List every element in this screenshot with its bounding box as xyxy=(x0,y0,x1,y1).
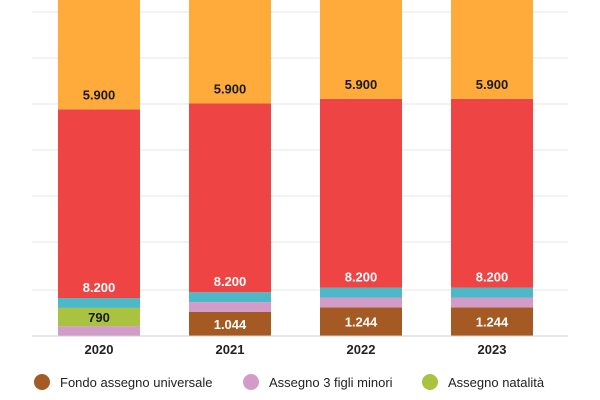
bar-segment-2020-s2 xyxy=(58,307,140,327)
value-label-2020-s4: 8.200 xyxy=(83,280,116,295)
bar-segment-2020-s5 xyxy=(58,0,140,110)
value-label-2022-s4: 8.200 xyxy=(345,270,378,285)
x-tick-2021: 2021 xyxy=(216,342,245,357)
bar-segment-2021-s1 xyxy=(189,302,271,312)
bar-segment-2022-s3 xyxy=(320,287,402,298)
value-label-2020-s5: 5.900 xyxy=(83,87,116,102)
legend-swatch-fondo xyxy=(34,374,50,390)
value-label-2021-s5: 5.900 xyxy=(214,81,247,96)
legend-swatch-assegno-3-figli xyxy=(243,374,259,390)
x-axis-tick-labels: 2020 2021 2022 2023 xyxy=(85,342,507,357)
x-tick-2020: 2020 xyxy=(85,342,114,357)
legend-item-fondo: Fondo assegno universale xyxy=(34,374,213,390)
x-tick-2022: 2022 xyxy=(347,342,376,357)
value-label-2022-s5: 5.900 xyxy=(345,77,378,92)
bar-segment-2020-s4 xyxy=(58,109,140,299)
value-label-2023-s4: 8.200 xyxy=(476,270,509,285)
bar-segment-2023-s5 xyxy=(451,0,533,99)
value-label-2020-s2: 790 xyxy=(88,310,110,325)
legend-label-assegno-3-figli: Assegno 3 figli minori xyxy=(269,374,393,390)
bar-segment-2021-s4 xyxy=(189,103,271,293)
bar-segment-2023-s0 xyxy=(451,307,533,336)
bar-value-labels: 790 8.200 5.900 1.044 8.200 5.900 1.244 8.200 5.… xyxy=(83,77,509,332)
legend: Fondo assegno universale Assegno 3 figli… xyxy=(0,374,600,400)
bar-segment-2022-s1 xyxy=(320,297,402,308)
x-tick-2023: 2023 xyxy=(478,342,507,357)
bar-segment-2023-s3 xyxy=(451,287,533,298)
bar-segment-2023-s1 xyxy=(451,297,533,308)
bar-segment-2020-s3 xyxy=(58,298,140,308)
bar-segment-2022-s4 xyxy=(320,98,402,288)
bar-segment-2021-s5 xyxy=(189,0,271,104)
value-label-2022-s0: 1.244 xyxy=(345,315,378,330)
bar-segment-2021-s0 xyxy=(189,311,271,336)
legend-item-assegno-natalita: Assegno natalità xyxy=(422,374,544,390)
legend-item-assegno-3-figli: Assegno 3 figli minori xyxy=(243,374,393,390)
value-label-2021-s4: 8.200 xyxy=(214,274,247,289)
bar-segment-2022-s5 xyxy=(320,0,402,99)
legend-label-fondo: Fondo assegno universale xyxy=(60,374,213,390)
legend-label-assegno-natalita: Assegno natalità xyxy=(448,374,545,390)
bar-segment-2021-s3 xyxy=(189,292,271,303)
value-label-2021-s0: 1.044 xyxy=(214,317,247,332)
value-label-2023-s5: 5.900 xyxy=(476,77,509,92)
bar-segment-2020-s1 xyxy=(58,326,140,336)
bar-segment-2022-s0 xyxy=(320,307,402,336)
bars xyxy=(58,0,533,336)
value-label-2023-s0: 1.244 xyxy=(476,315,509,330)
legend-swatch-assegno-natalita xyxy=(422,374,438,390)
bar-segment-2023-s4 xyxy=(451,98,533,288)
